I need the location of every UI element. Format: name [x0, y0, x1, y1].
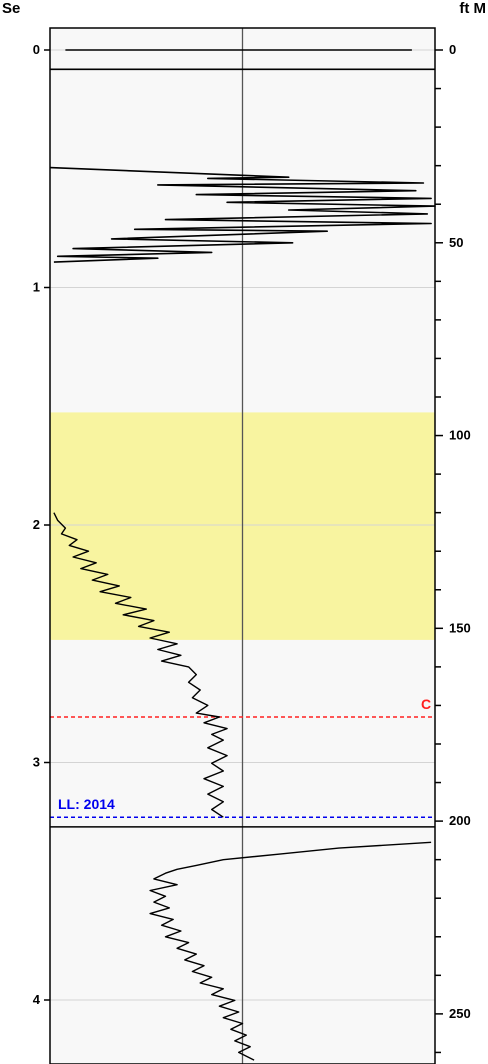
right-tick-label: 100: [449, 428, 471, 443]
marker-lines: C LL: 2014: [50, 68, 435, 828]
left-tick-label: 2: [33, 517, 40, 532]
right-tick-label: 50: [449, 235, 463, 250]
right-tick-label: 250: [449, 1006, 471, 1021]
traces: [49, 49, 436, 1061]
marker-label: LL: 2014: [58, 796, 115, 812]
left-axis-title: Se: [2, 0, 21, 17]
right-tick-label: 150: [449, 620, 471, 635]
right-axis: 0 50 100 150 200 250: [435, 42, 471, 1054]
right-axis-title: ft M: [459, 0, 486, 17]
trace-line: [149, 841, 432, 1061]
left-tick-label: 0: [33, 42, 40, 57]
right-tick-label: 0: [449, 42, 456, 57]
right-tick-label: 200: [449, 813, 471, 828]
marker-label: C: [421, 696, 431, 712]
trace-line: [49, 166, 436, 263]
left-tick-label: 4: [33, 992, 41, 1007]
left-tick-label: 1: [33, 280, 40, 295]
left-axis: 0 1 2 3 4: [33, 42, 50, 1007]
trace-line: [53, 512, 228, 818]
left-tick-label: 3: [33, 755, 40, 770]
plot-frame: [49, 27, 436, 1064]
